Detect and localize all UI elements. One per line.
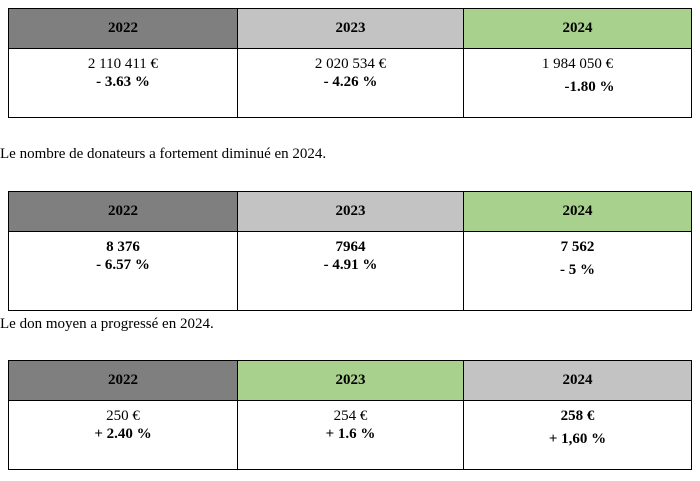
change-value: - 6.57 % <box>96 257 150 273</box>
cell-2023: 254 € + 1.6 % <box>237 400 464 470</box>
cell-2022: 250 € + 2.40 % <box>8 400 238 470</box>
table-header-row: 2022 2023 2024 <box>8 360 692 401</box>
change-value: + 1,60 % <box>548 431 607 447</box>
average-gift-table: 2022 2023 2024 250 € + 2.40 % 254 € + 1.… <box>8 360 692 470</box>
amount-value: 1 984 050 € <box>541 56 614 72</box>
header-2023: 2023 <box>237 360 464 401</box>
change-value: - 4.26 % <box>323 74 378 90</box>
table-header-row: 2022 2023 2024 <box>8 191 692 232</box>
cell-2022: 2 110 411 € - 3.63 % <box>8 48 238 118</box>
table-header-row: 2022 2023 2024 <box>8 8 692 49</box>
cell-2023: 7964 - 4.91 % <box>237 231 464 311</box>
change-value: - 4.91 % <box>323 257 378 273</box>
cell-2024: 1 984 050 € -1.80 % <box>463 48 692 118</box>
header-2023: 2023 <box>237 191 464 232</box>
table-row: 250 € + 2.40 % 254 € + 1.6 % 258 € + 1,6… <box>8 400 692 470</box>
cell-2024: 258 € + 1,60 % <box>463 400 692 470</box>
change-value: - 5 % <box>560 262 595 278</box>
cell-2022: 8 376 - 6.57 % <box>8 231 238 311</box>
change-value: - 3.63 % <box>96 74 150 90</box>
cell-2024: 7 562 - 5 % <box>463 231 692 311</box>
amount-value: 250 € <box>106 408 140 424</box>
amount-value: 258 € <box>560 408 595 424</box>
table-row: 2 110 411 € - 3.63 % 2 020 534 € - 4.26 … <box>8 48 692 118</box>
header-2022: 2022 <box>8 191 238 232</box>
donors-count-table: 2022 2023 2024 8 376 - 6.57 % 7964 - 4.9… <box>8 191 692 311</box>
donors-caption: Le nombre de donateurs a fortement dimin… <box>0 146 327 162</box>
header-2024: 2024 <box>463 8 692 49</box>
header-2024: 2024 <box>463 360 692 401</box>
change-value: -1.80 % <box>564 79 615 95</box>
amount-value: 2 110 411 € <box>87 56 159 72</box>
header-2024: 2024 <box>463 191 692 232</box>
cell-2023: 2 020 534 € - 4.26 % <box>237 48 464 118</box>
change-value: + 2.40 % <box>94 426 152 442</box>
table-row: 8 376 - 6.57 % 7964 - 4.91 % 7 562 - 5 % <box>8 231 692 311</box>
header-2022: 2022 <box>8 8 238 49</box>
amount-value: 254 € <box>333 408 368 424</box>
average-gift-caption: Le don moyen a progressé en 2024. <box>0 316 214 332</box>
amount-value: 8 376 <box>106 239 140 255</box>
header-2023: 2023 <box>237 8 464 49</box>
donations-total-table: 2022 2023 2024 2 110 411 € - 3.63 % 2 02… <box>8 8 692 118</box>
change-value: + 1.6 % <box>325 426 376 442</box>
amount-value: 7 562 <box>560 239 595 255</box>
amount-value: 7964 <box>335 239 366 255</box>
header-2022: 2022 <box>8 360 238 401</box>
amount-value: 2 020 534 € <box>314 56 387 72</box>
